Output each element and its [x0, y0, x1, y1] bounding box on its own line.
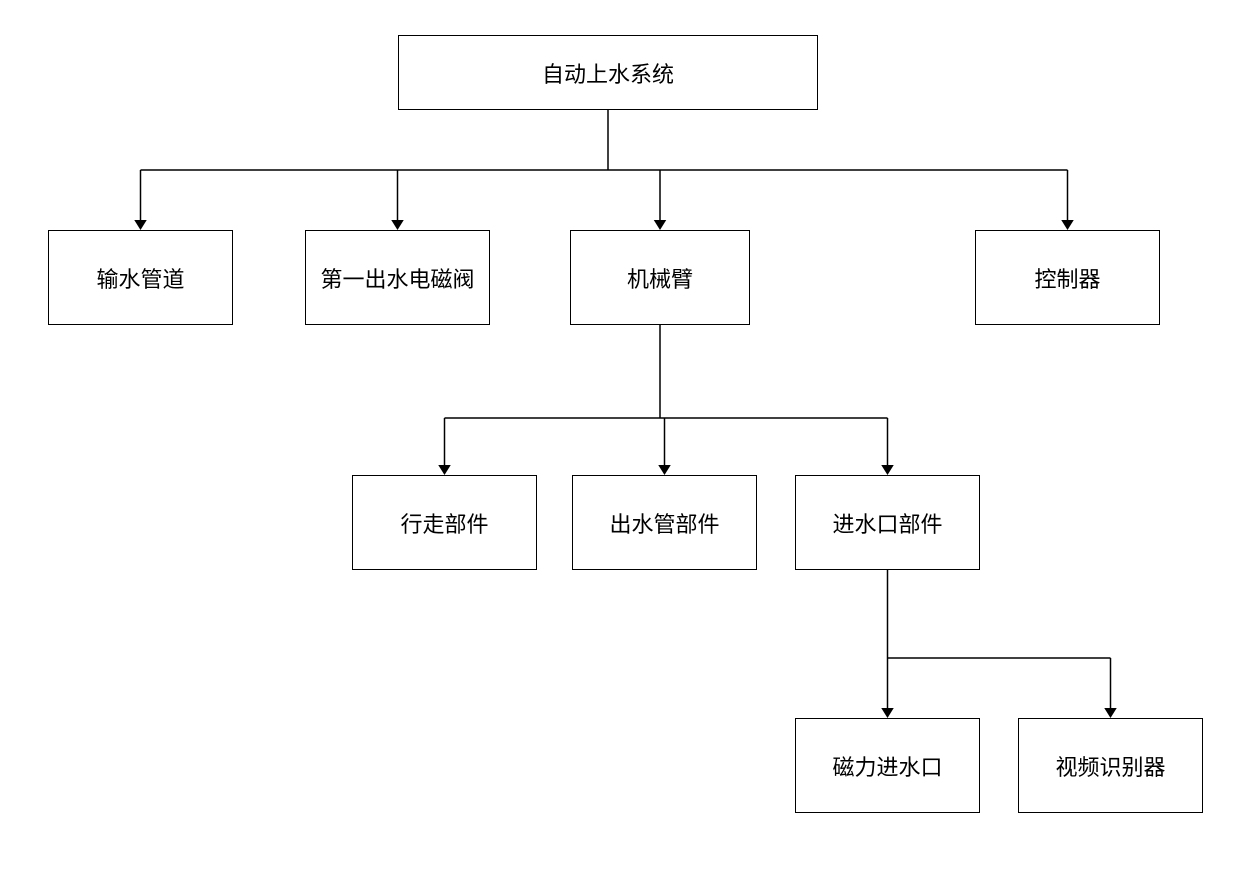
node-pipe: 输水管道 [48, 230, 233, 325]
node-walk-label: 行走部件 [400, 507, 488, 539]
node-arm-label: 机械臂 [627, 262, 693, 294]
node-controller-label: 控制器 [1034, 262, 1100, 294]
node-pipe-label: 输水管道 [96, 262, 184, 294]
node-arm: 机械臂 [570, 230, 750, 325]
node-walk: 行走部件 [352, 475, 537, 570]
node-magnet: 磁力进水口 [795, 718, 980, 813]
node-video-label: 视频识别器 [1055, 750, 1165, 782]
node-inlet-label: 进水口部件 [832, 507, 942, 539]
node-outlet-label: 出水管部件 [609, 507, 719, 539]
node-outlet: 出水管部件 [572, 475, 757, 570]
node-controller: 控制器 [975, 230, 1160, 325]
node-valve-label: 第一出水电磁阀 [320, 262, 474, 294]
node-root-label: 自动上水系统 [542, 57, 674, 89]
node-root: 自动上水系统 [398, 35, 818, 110]
node-video: 视频识别器 [1018, 718, 1203, 813]
node-valve: 第一出水电磁阀 [305, 230, 490, 325]
node-inlet: 进水口部件 [795, 475, 980, 570]
node-magnet-label: 磁力进水口 [832, 750, 942, 782]
